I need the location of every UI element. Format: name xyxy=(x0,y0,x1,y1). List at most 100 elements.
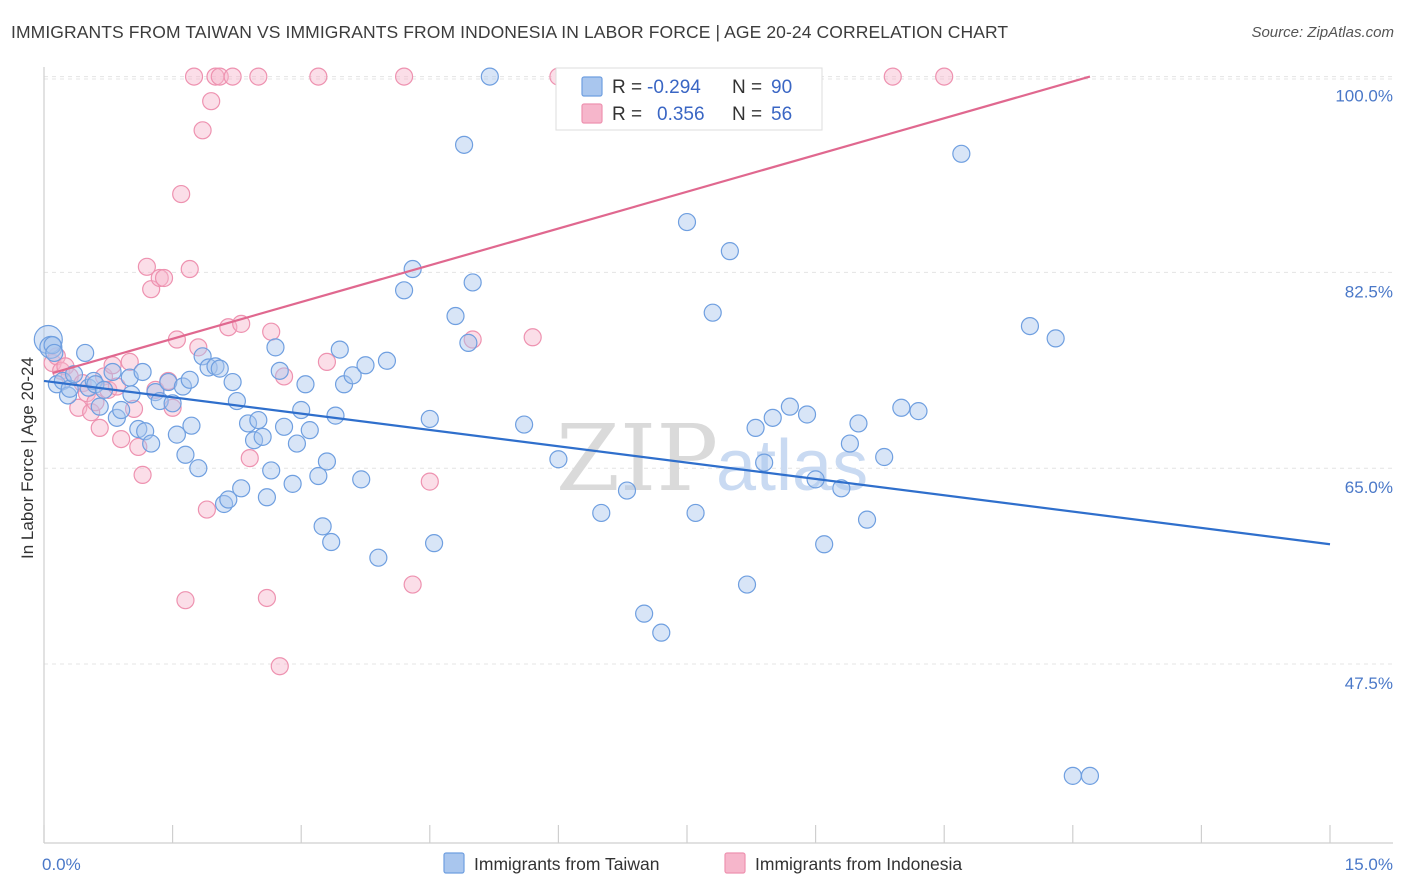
indonesia-point xyxy=(257,588,277,608)
taiwan-point xyxy=(737,575,757,594)
taiwan-point xyxy=(909,402,928,421)
taiwan-point xyxy=(446,306,465,326)
taiwan-point xyxy=(163,394,182,413)
taiwan-point xyxy=(635,604,654,623)
taiwan-point xyxy=(480,67,499,86)
top-legend: R = -0.294 N = 90 R = 0.356 N = 56 xyxy=(555,67,823,131)
indonesia-point xyxy=(309,67,328,86)
bottom-legend-swatch-taiwan xyxy=(443,852,465,874)
taiwan-point xyxy=(76,343,95,363)
indonesia-point xyxy=(180,259,199,279)
legend-r-label-indonesia: R = xyxy=(612,104,642,125)
taiwan-point xyxy=(394,281,414,300)
taiwan-point xyxy=(193,347,212,366)
indonesia-point xyxy=(154,268,174,288)
taiwan-point xyxy=(317,452,337,471)
taiwan-point xyxy=(892,398,911,417)
taiwan-point xyxy=(763,408,782,427)
bottom-legend-taiwan: Immigrants from Taiwan xyxy=(474,854,659,874)
taiwan-point xyxy=(377,351,397,370)
legend-r-value-indonesia: 0.356 xyxy=(657,104,705,125)
taiwan-point xyxy=(686,503,705,523)
taiwan-point xyxy=(746,418,765,438)
bottom-legend: Immigrants from Taiwan Immigrants from I… xyxy=(443,852,962,874)
taiwan-point xyxy=(257,488,277,507)
legend-swatch-indonesia xyxy=(581,103,603,124)
indonesia-point xyxy=(133,465,152,485)
taiwan-point xyxy=(652,623,671,642)
taiwan-point xyxy=(249,410,268,430)
taiwan-point xyxy=(296,375,315,394)
y-tick-label: 47.5% xyxy=(1345,674,1393,693)
indonesia-point xyxy=(394,67,414,86)
indonesia-point xyxy=(223,67,242,86)
taiwan-point xyxy=(300,421,319,440)
indonesia-point xyxy=(112,429,131,449)
indonesia-point xyxy=(262,322,281,341)
bottom-legend-indonesia: Immigrants from Indonesia xyxy=(755,854,962,874)
taiwan-point xyxy=(180,370,199,389)
taiwan-point xyxy=(189,459,208,478)
taiwan-point xyxy=(182,416,201,435)
taiwan-point xyxy=(129,419,148,439)
indonesia-point xyxy=(403,575,422,594)
legend-n-label-taiwan: N = xyxy=(732,77,762,98)
indonesia-point xyxy=(189,338,208,357)
watermark-zip: ZIP xyxy=(556,405,718,512)
taiwan-point xyxy=(90,397,109,416)
taiwan-point xyxy=(266,338,285,357)
taiwan-point xyxy=(262,461,281,480)
taiwan-point xyxy=(58,386,78,405)
x-tick-label: 15.0% xyxy=(1345,855,1393,874)
taiwan-point xyxy=(677,212,697,232)
x-tick-label: 0.0% xyxy=(42,855,81,874)
indonesia-trend-line xyxy=(52,75,1091,375)
taiwan-point xyxy=(703,303,722,322)
taiwan-point xyxy=(274,417,294,436)
indonesia-point xyxy=(172,184,191,204)
taiwan-point xyxy=(840,434,859,453)
indonesia-point xyxy=(210,67,229,86)
taiwan-points xyxy=(33,67,1100,785)
indonesia-point xyxy=(150,268,169,288)
y-tick-label: 65.0% xyxy=(1345,478,1393,497)
taiwan-point xyxy=(287,434,307,453)
indonesia-point xyxy=(883,67,902,86)
x-tick-labels: 0.0% 15.0% xyxy=(42,855,1393,874)
legend-swatch-taiwan xyxy=(581,76,603,97)
chart-title: IMMIGRANTS FROM TAIWAN VS IMMIGRANTS FRO… xyxy=(11,22,1009,42)
taiwan-point xyxy=(424,534,444,553)
taiwan-point xyxy=(176,445,195,464)
bottom-legend-swatch-indonesia xyxy=(724,852,746,874)
taiwan-point xyxy=(797,405,817,424)
taiwan-point xyxy=(142,434,161,453)
legend-r-label-taiwan: R = xyxy=(612,77,642,98)
taiwan-point xyxy=(33,324,63,355)
indonesia-point xyxy=(202,92,221,111)
taiwan-point xyxy=(253,427,272,446)
y-tick-label: 100.0% xyxy=(1335,87,1393,106)
legend-r-value-taiwan: -0.294 xyxy=(647,77,701,98)
taiwan-point xyxy=(223,372,242,392)
taiwan-point xyxy=(270,361,289,380)
indonesia-point xyxy=(249,67,268,86)
taiwan-point xyxy=(167,425,186,444)
indonesia-point xyxy=(124,399,144,418)
taiwan-point xyxy=(454,135,474,154)
taiwan-point xyxy=(1046,329,1065,348)
taiwan-point xyxy=(755,453,774,472)
taiwan-trend-line xyxy=(43,379,1331,546)
indonesia-point xyxy=(176,591,195,610)
taiwan-point xyxy=(875,447,894,467)
watermark: ZIP atlas xyxy=(556,405,868,512)
indonesia-point xyxy=(240,449,259,468)
taiwan-point xyxy=(210,359,229,378)
legend-n-label-indonesia: N = xyxy=(732,104,762,125)
taiwan-point xyxy=(952,144,971,163)
indonesia-point xyxy=(193,121,212,140)
taiwan-point xyxy=(720,242,739,261)
legend-n-value-indonesia: 56 xyxy=(771,104,792,125)
indonesia-point xyxy=(420,472,439,491)
taiwan-point xyxy=(1080,766,1100,785)
taiwan-point xyxy=(64,365,84,384)
